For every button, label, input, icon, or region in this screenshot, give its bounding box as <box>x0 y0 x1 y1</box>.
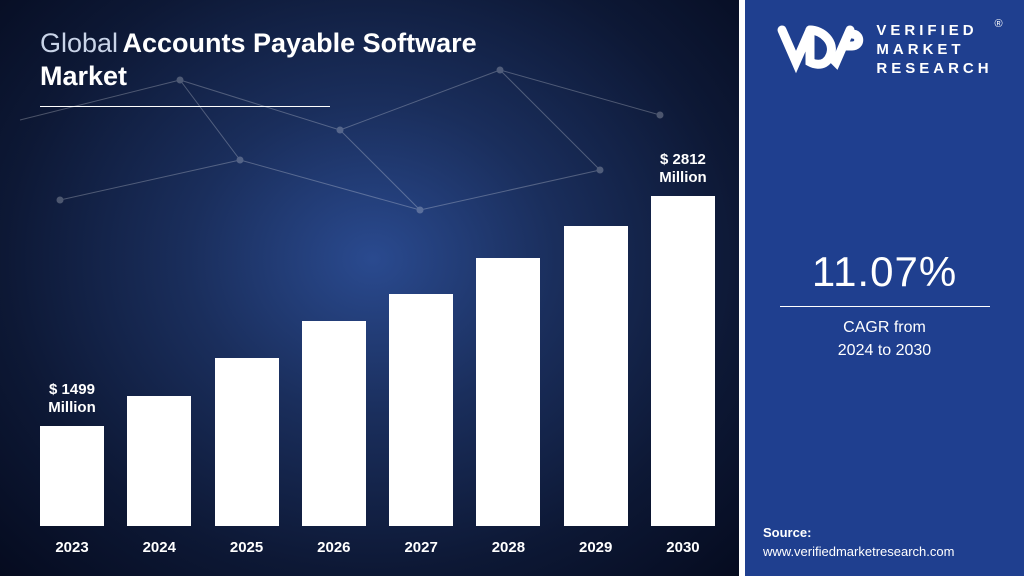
title-line2: Market <box>40 61 705 92</box>
bar <box>651 196 715 526</box>
x-axis-labels: 2023 2024 2025 2026 2027 2028 2029 2030 <box>40 539 715 556</box>
brand-logo: VERIFIED MARKET RESEARCH ® <box>763 22 1006 78</box>
source-url: www.verifiedmarketresearch.com <box>763 543 954 562</box>
cagr-underline <box>780 306 990 307</box>
cagr-value: 11.07% <box>763 248 1006 296</box>
bar-wrap <box>302 321 366 526</box>
bar-wrap <box>215 358 279 526</box>
title-underline <box>40 106 330 107</box>
source-block: Source: www.verifiedmarketresearch.com <box>763 524 954 562</box>
logo-line1: VERIFIED <box>876 22 992 41</box>
bar-wrap: $ 1499Million <box>40 426 104 526</box>
source-label: Source: <box>763 524 954 543</box>
bar-annotation: $ 2812Million <box>659 151 707 189</box>
bars-row: $ 1499Million $ 2812Million <box>40 156 715 526</box>
bar <box>476 258 540 526</box>
x-label: 2029 <box>564 539 628 556</box>
bar-chart: $ 1499Million$ 2812Million 2023202420252… <box>40 136 715 556</box>
left-panel: Global Accounts Payable Software Market … <box>0 0 745 576</box>
x-label: 2024 <box>127 539 191 556</box>
cagr-block: 11.07% CAGR from 2024 to 2030 <box>763 248 1006 362</box>
cagr-caption-2: 2024 to 2030 <box>763 340 1006 362</box>
title-prefix: Global <box>40 28 118 58</box>
x-label: 2030 <box>651 539 715 556</box>
title-bold: Accounts Payable Software <box>123 28 477 58</box>
x-label: 2025 <box>215 539 279 556</box>
panel-divider <box>739 0 745 576</box>
bar-wrap <box>564 226 628 526</box>
right-panel: VERIFIED MARKET RESEARCH ® 11.07% CAGR f… <box>745 0 1024 576</box>
bar <box>127 396 191 526</box>
x-label: 2027 <box>389 539 453 556</box>
bar <box>564 226 628 526</box>
bar-annotation: $ 1499Million <box>48 381 96 419</box>
bar-wrap <box>476 258 540 526</box>
logo-mark-icon <box>776 22 866 78</box>
bar <box>40 426 104 526</box>
x-label: 2026 <box>302 539 366 556</box>
logo-line2: MARKET <box>876 41 992 60</box>
bar-wrap <box>389 294 453 526</box>
bar <box>302 321 366 526</box>
bar-wrap <box>127 396 191 526</box>
logo-line3: RESEARCH <box>876 60 992 79</box>
bar <box>215 358 279 526</box>
bar <box>389 294 453 526</box>
x-label: 2023 <box>40 539 104 556</box>
registered-icon: ® <box>994 18 1006 32</box>
chart-title: Global Accounts Payable Software Market <box>40 28 705 107</box>
bar-wrap: $ 2812Million <box>651 196 715 526</box>
cagr-caption-1: CAGR from <box>763 317 1006 339</box>
x-label: 2028 <box>476 539 540 556</box>
logo-text: VERIFIED MARKET RESEARCH ® <box>876 22 992 78</box>
